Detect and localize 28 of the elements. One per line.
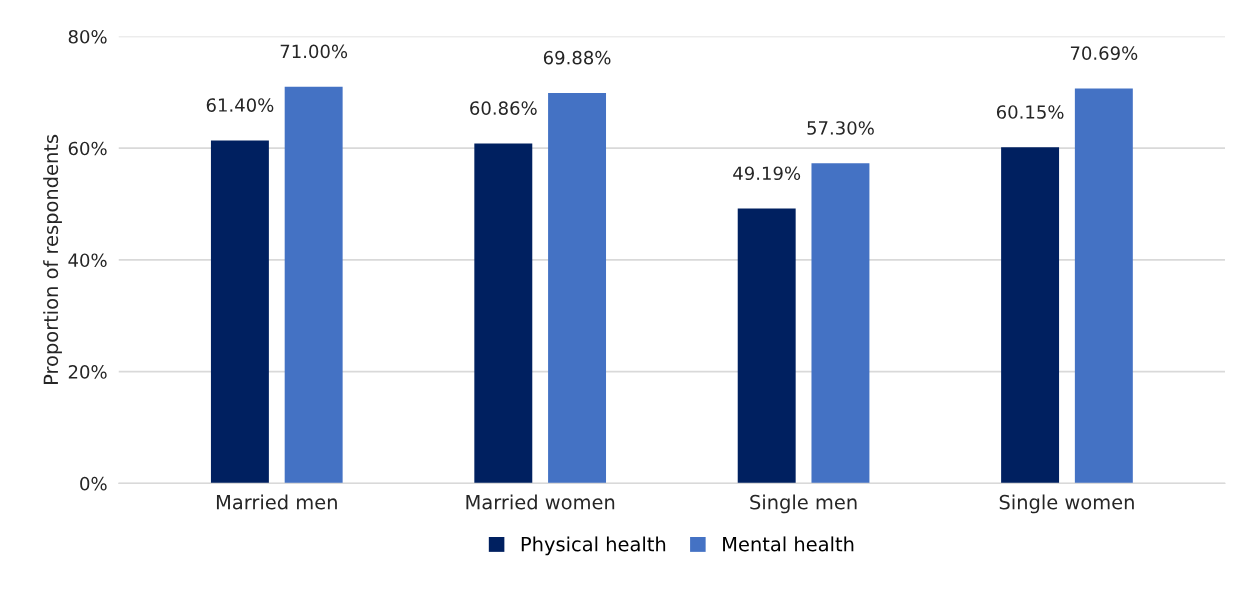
data-label: 71.00%	[280, 44, 348, 59]
bar	[474, 143, 533, 484]
y-axis-title: Proportion of respondents	[43, 134, 62, 385]
y-tick-label: 40%	[68, 253, 107, 268]
data-label: 69.88%	[543, 50, 611, 65]
legend-label: Mental health	[723, 536, 854, 552]
data-label: 60.15%	[996, 105, 1064, 119]
bar	[1074, 88, 1133, 484]
x-tick-label: Single women	[999, 494, 1134, 514]
data-label: 61.40%	[206, 98, 274, 112]
y-tick-label: 20%	[68, 365, 107, 379]
data-label: 60.86%	[470, 101, 537, 115]
x-tick-label: Single men	[750, 494, 857, 514]
data-label: 57.30%	[807, 121, 874, 135]
x-tick-label: Married women	[466, 494, 615, 510]
y-tick-label: 0%	[80, 476, 107, 491]
data-label: 49.19%	[733, 166, 801, 181]
x-tick-label: Married men	[216, 494, 337, 510]
bar	[1001, 147, 1060, 484]
bar	[811, 163, 870, 484]
legend-label: Physical health	[521, 536, 666, 556]
data-label: 70.69%	[1070, 46, 1138, 60]
bar	[548, 93, 607, 484]
y-tick-label: 60%	[68, 141, 107, 156]
bar	[210, 140, 269, 484]
bar	[737, 208, 796, 484]
bar	[284, 86, 343, 484]
y-tick-label: 80%	[68, 29, 107, 44]
